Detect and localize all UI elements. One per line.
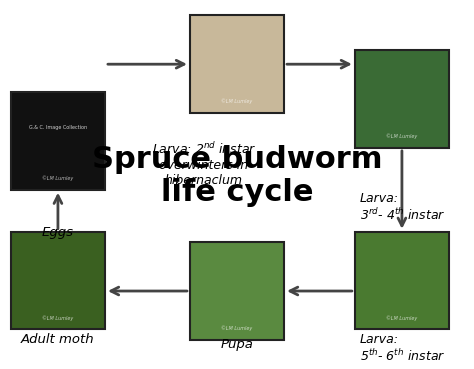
FancyBboxPatch shape (190, 15, 284, 113)
Text: ©LM Lumley: ©LM Lumley (42, 315, 73, 321)
FancyBboxPatch shape (190, 242, 284, 340)
Text: Spruce budworm
life cycle: Spruce budworm life cycle (92, 145, 382, 207)
Text: ©LM Lumley: ©LM Lumley (386, 315, 418, 321)
Text: G.& C. Image Collection: G.& C. Image Collection (29, 124, 87, 130)
FancyBboxPatch shape (355, 50, 449, 148)
FancyBboxPatch shape (355, 232, 449, 330)
Text: Larva:
5$^{th}$- 6$^{th}$ instar: Larva: 5$^{th}$- 6$^{th}$ instar (359, 333, 445, 364)
FancyBboxPatch shape (11, 232, 105, 330)
Text: Pupa: Pupa (220, 338, 254, 351)
Text: ©LM Lumley: ©LM Lumley (42, 176, 73, 181)
Text: Adult moth: Adult moth (21, 333, 95, 346)
FancyBboxPatch shape (11, 92, 105, 190)
Text: Larva:
3$^{rd}$- 4$^{th}$ instar: Larva: 3$^{rd}$- 4$^{th}$ instar (359, 192, 445, 223)
Text: Eggs: Eggs (42, 227, 74, 239)
Text: ©LM Lumley: ©LM Lumley (386, 134, 418, 139)
Text: ©LM Lumley: ©LM Lumley (221, 325, 253, 331)
Text: ©LM Lumley: ©LM Lumley (221, 99, 253, 104)
Text: Larva: 2$^{nd}$ instar
overwinters in
hibernaclum: Larva: 2$^{nd}$ instar overwinters in hi… (152, 141, 256, 187)
